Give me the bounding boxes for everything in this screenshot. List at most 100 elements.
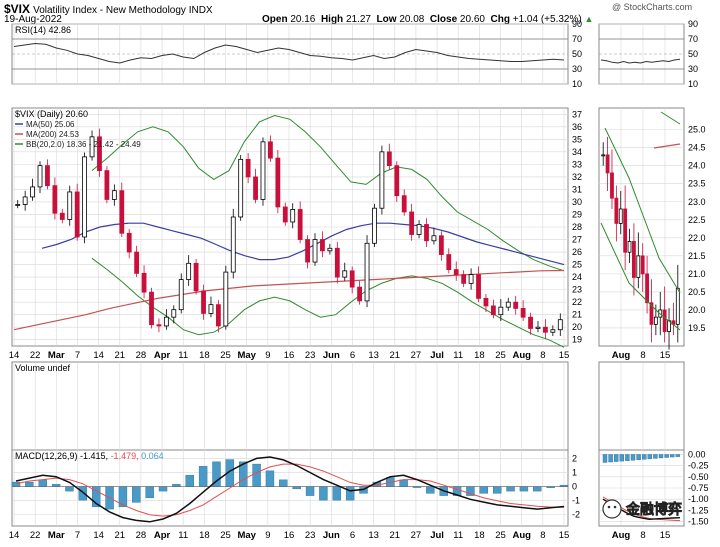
ma50-legend: MA(50) 25.06 xyxy=(26,120,75,129)
y-tick-label: 22.0 xyxy=(688,233,706,243)
candle-body xyxy=(305,239,310,263)
x-tick-label: Aug xyxy=(512,350,531,361)
x-tick-label: 21 xyxy=(114,350,125,361)
candle-body xyxy=(238,158,244,218)
x-tick-label: 6 xyxy=(350,350,355,361)
x-tick-label: 7 xyxy=(75,350,80,361)
x-tick-label: 22 xyxy=(30,350,41,361)
y-tick-label: 35 xyxy=(572,134,582,144)
y-tick-label: 37 xyxy=(572,109,582,119)
change-up-icon: ▲ xyxy=(584,14,594,24)
bb-legend: BB(20,2.0) 18.36 - 21.42 - 24.49 xyxy=(26,140,141,149)
candle-body xyxy=(104,170,110,200)
candle-body xyxy=(30,186,35,198)
candle-body xyxy=(520,308,526,318)
candle-body xyxy=(171,309,177,318)
volume-panel xyxy=(11,361,569,451)
candle-body xyxy=(253,176,258,200)
y-tick-label: 30 xyxy=(572,64,582,74)
candle-body xyxy=(193,262,199,292)
candle-body xyxy=(364,242,370,302)
volume-zoom-panel xyxy=(598,361,685,451)
y-tick-label: -0.50 xyxy=(688,472,709,482)
y-tick-label: 70 xyxy=(688,34,698,44)
candle-body xyxy=(282,206,288,223)
candle-body xyxy=(372,207,377,244)
candle-body xyxy=(483,297,489,307)
x-tick-label: Aug xyxy=(612,530,631,541)
y-tick-label: 23 xyxy=(572,285,582,295)
zoom-candle-body xyxy=(601,154,606,157)
zoom-bb-upper-top xyxy=(660,111,681,125)
x-tick-label: 21 xyxy=(114,530,125,541)
candle-body xyxy=(490,305,496,316)
candle-body xyxy=(230,216,236,273)
candle-body xyxy=(334,247,340,278)
macd-histogram-bar xyxy=(519,486,529,492)
y-tick-label: 21.0 xyxy=(688,269,706,279)
x-tick-label: May xyxy=(237,350,256,361)
candle-body xyxy=(528,316,533,329)
candle-body xyxy=(208,304,214,314)
chart-title: $VIX Volatility Index - New Methodology … xyxy=(4,2,213,16)
candle-body xyxy=(126,232,132,253)
macd-histogram-bar xyxy=(25,481,34,487)
macd-histogram-bar xyxy=(533,486,542,492)
macd-histogram-bar xyxy=(38,479,47,487)
y-tick-label: 90 xyxy=(688,19,698,29)
candle-body xyxy=(349,270,355,288)
y-tick-label: 23.0 xyxy=(688,197,706,207)
candle-body xyxy=(550,329,556,333)
y-tick-label: 30 xyxy=(688,64,698,74)
x-tick-label: 11 xyxy=(453,530,463,541)
y-tick-label: 19 xyxy=(572,335,582,345)
candle-body xyxy=(446,254,452,270)
candle-body xyxy=(290,209,296,223)
candle-body xyxy=(416,224,422,235)
y-tick-label: -0.25 xyxy=(688,461,709,471)
wechat-logo-eye xyxy=(607,505,611,509)
zoom-macd-histogram-bar xyxy=(608,454,613,463)
candle-body xyxy=(59,212,65,220)
x-tick-label: 15 xyxy=(559,350,570,361)
zoom-candle-body xyxy=(627,241,632,253)
y-tick-label: 32 xyxy=(572,172,582,182)
macd-histogram-bar xyxy=(345,486,355,501)
candle-body xyxy=(89,136,95,158)
x-tick-label: 14 xyxy=(93,350,104,361)
x-tick-label: 25 xyxy=(495,530,506,541)
macd-histogram-bar xyxy=(399,479,408,487)
y-tick-label: -1.25 xyxy=(688,505,709,515)
y-tick-label: 33 xyxy=(572,159,582,169)
watermark: @ StockCharts.com xyxy=(612,2,693,12)
wechat-logo-eye xyxy=(613,505,617,509)
candle-body xyxy=(320,239,325,252)
x-tick-label: 25 xyxy=(220,530,231,541)
zoom-candle-body xyxy=(662,309,667,332)
y-tick-label: 2 xyxy=(572,453,577,463)
y-tick-label: 20.5 xyxy=(688,287,706,297)
y-tick-label: 20 xyxy=(572,322,582,332)
zoom-candle-body xyxy=(675,287,680,325)
y-tick-label: 90 xyxy=(572,19,582,29)
y-tick-label: 27 xyxy=(572,235,582,245)
x-tick-label: 8 xyxy=(540,530,545,541)
candle-body xyxy=(535,326,541,329)
rsi-line xyxy=(600,58,681,64)
x-tick-label: 28 xyxy=(136,350,147,361)
x-tick-label: 6 xyxy=(350,530,355,541)
y-tick-label: 10 xyxy=(688,79,698,89)
zoom-macd-histogram-bar xyxy=(670,454,675,458)
x-tick-label: 8 xyxy=(540,350,545,361)
y-tick-label: 24 xyxy=(572,272,582,282)
x-tick-label: 11 xyxy=(453,350,463,361)
x-tick-label: 8 xyxy=(640,350,645,361)
candle-body xyxy=(476,274,481,299)
candle-body xyxy=(327,247,333,252)
volume-label: Volume undef xyxy=(15,363,71,373)
candle-body xyxy=(67,191,73,220)
zoom-macd-histogram-bar xyxy=(614,454,619,462)
x-tick-label: 18 xyxy=(199,530,210,541)
x-tick-label: 18 xyxy=(199,350,210,361)
x-tick-label: 11 xyxy=(178,350,188,361)
